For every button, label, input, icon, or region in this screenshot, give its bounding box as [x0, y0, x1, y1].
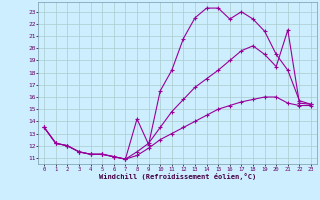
- X-axis label: Windchill (Refroidissement éolien,°C): Windchill (Refroidissement éolien,°C): [99, 173, 256, 180]
